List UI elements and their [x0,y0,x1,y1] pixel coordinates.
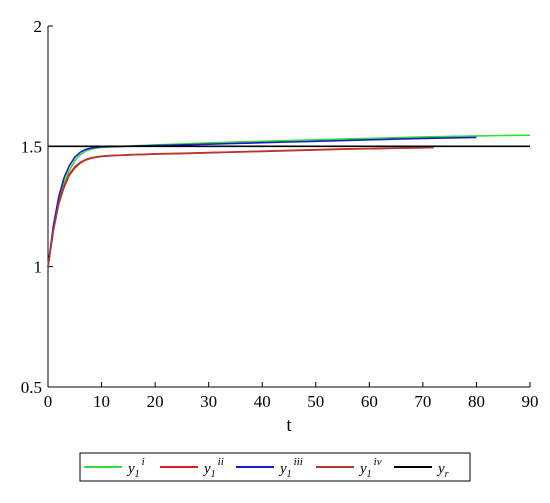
y-tick-label: 0.5 [21,378,42,397]
axes: 0 10 20 30 40 50 60 70 80 90 0.5 1 1.5 2 [21,17,539,411]
x-tick-label: 40 [254,392,271,411]
legend-label-sub: 1 [287,469,292,480]
series-line-3 [47,146,434,267]
legend-label-1: y1ii [202,456,224,480]
legend-label-sup: ii [218,456,224,468]
series-layer [47,134,531,267]
x-tick-label: 70 [414,392,431,411]
series-line-1 [47,146,434,267]
legend-label-sub: 1 [367,469,372,480]
legend-label-sub: 1 [135,469,140,480]
legend-label-base: y [436,461,445,477]
legend-label-sub: r [445,469,449,480]
legend-label-0: y1i [126,456,145,480]
legend-label-base: y [278,461,287,477]
legend-label-sup: i [142,456,145,468]
legend-label-base: y [126,461,135,477]
y-tick-label: 1 [34,258,43,277]
y-tick-label: 1.5 [21,137,42,156]
legend-label-4: yr [436,461,449,480]
x-tick-label: 60 [361,392,378,411]
x-tick-label: 50 [307,392,324,411]
x-tick-label: 90 [522,392,539,411]
legend-label-3: y1iv [358,456,382,480]
x-tick-label: 20 [147,392,164,411]
legend-label-sup: iii [294,456,303,468]
y-tick-label: 2 [34,17,43,36]
legend-label-2: y1iii [278,456,303,480]
legend-label-sup: iv [374,456,382,468]
x-tick-label: 30 [200,392,217,411]
x-tick-label: 0 [44,392,53,411]
legend-label-base: y [358,461,367,477]
x-axis-title: t [286,415,292,436]
x-tick-label: 80 [468,392,485,411]
x-tick-label: 10 [93,392,110,411]
legend-label-base: y [202,461,211,477]
legend: y1i y1ii y1iii y1iv yr [79,452,471,482]
legend-label-sub: 1 [211,469,216,480]
series-line-2 [47,136,477,267]
